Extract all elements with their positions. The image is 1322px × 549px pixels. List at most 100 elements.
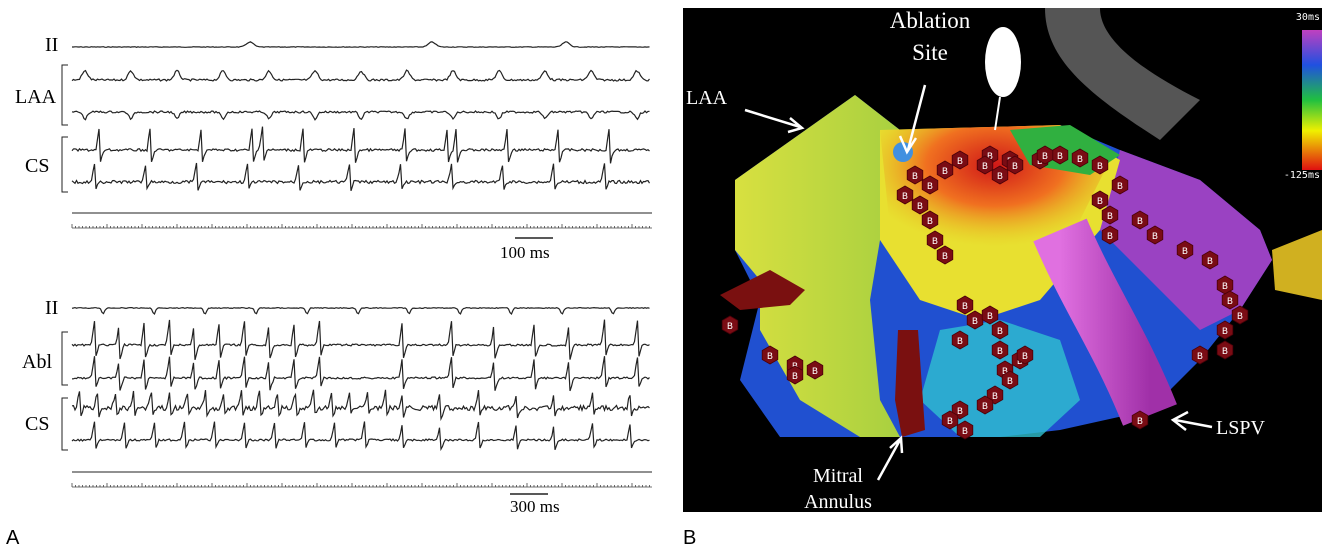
vessel-gray [1045, 8, 1200, 140]
colorbar-label: -125ms [1284, 170, 1320, 181]
map-marker: B [1221, 290, 1239, 310]
marker-shape [1091, 155, 1109, 175]
panel-label: B [683, 527, 696, 549]
colorbar [1302, 30, 1322, 170]
lead-label: CS [25, 413, 49, 435]
annotation: Site [912, 40, 948, 65]
arrow [898, 84, 927, 155]
marker-shape [1111, 175, 1129, 195]
map-marker: B [936, 245, 954, 265]
map-marker: B [956, 420, 974, 440]
marker-shape [991, 165, 1009, 185]
marker-label: B [957, 337, 963, 347]
annotation: LSPV [1216, 417, 1265, 439]
lead-label: II [45, 34, 58, 56]
marker-shape [976, 155, 994, 175]
marker-label: B [982, 162, 988, 172]
marker-label: B [1152, 232, 1158, 242]
marker-shape [1191, 345, 1209, 365]
marker-label: B [982, 402, 988, 412]
map-marker: B [1191, 345, 1209, 365]
map-marker: B [951, 330, 969, 350]
map-marker: B [976, 155, 994, 175]
marker-label: B [812, 367, 818, 377]
map-marker: B [721, 315, 739, 335]
marker-shape [906, 165, 924, 185]
marker-shape [1216, 320, 1234, 340]
marker-shape [936, 160, 954, 180]
map-marker: B [921, 175, 939, 195]
marker-shape [926, 230, 944, 250]
scale-label: 100 ms [500, 243, 550, 262]
marker-label: B [1197, 352, 1203, 362]
marker-label: B [1107, 232, 1113, 242]
map-marker: B [906, 165, 924, 185]
marker-label: B [1017, 357, 1023, 367]
lead-label: CS [25, 155, 49, 177]
marker-shape [1091, 190, 1109, 210]
marker-label: B [932, 237, 938, 247]
marker-shape [956, 420, 974, 440]
marker-label: B [1107, 212, 1113, 222]
marker-shape [761, 345, 779, 365]
marker-label: B [1007, 377, 1013, 387]
ecg-trace [71, 306, 650, 316]
marker-shape [1001, 370, 1019, 390]
bracket [61, 331, 68, 451]
marker-label: B [767, 352, 773, 362]
marker-label: B [1022, 352, 1028, 362]
map-marker: B [1091, 155, 1109, 175]
map-marker: B [981, 305, 999, 325]
marker-shape [941, 410, 959, 430]
map-marker: B [1176, 240, 1194, 260]
marker-label: B [962, 302, 968, 312]
map-marker: B [1216, 340, 1234, 360]
marker-label: B [912, 172, 918, 182]
marker-label: B [947, 417, 953, 427]
annotation: Ablation [890, 8, 971, 33]
ecg-trace [71, 389, 650, 422]
vessel-stub [720, 270, 805, 310]
marker-label: B [1137, 217, 1143, 227]
map-marker: B [966, 310, 984, 330]
map-marker: B [991, 320, 1009, 340]
map-marker: B [1101, 225, 1119, 245]
marker-label: B [1237, 312, 1243, 322]
catheter-tip [985, 27, 1021, 97]
marker-shape [951, 150, 969, 170]
marker-label: B [1222, 347, 1228, 357]
marker-shape [921, 175, 939, 195]
marker-label: B [1207, 257, 1213, 267]
map-marker: B [1146, 225, 1164, 245]
marker-shape [1016, 345, 1034, 365]
map-marker: B [1131, 210, 1149, 230]
marker-shape [1221, 290, 1239, 310]
marker-shape [911, 195, 929, 215]
arrows [744, 84, 1213, 481]
marker-shape [1216, 340, 1234, 360]
marker-shape [1146, 225, 1164, 245]
map-marker: B [956, 295, 974, 315]
marker-shape [1006, 155, 1024, 175]
marker-shape [1131, 210, 1149, 230]
map-marker: B [1016, 345, 1034, 365]
catheter-shaft [994, 96, 1001, 131]
arrow [1170, 410, 1213, 431]
map-marker: B [1111, 175, 1129, 195]
lspv-tube [1033, 218, 1177, 426]
marker-label: B [927, 182, 933, 192]
panel-a: II LAA CS 100 ms II Abl CS 300 ms A [6, 34, 652, 549]
map-marker: B [991, 340, 1009, 360]
marker-shape [981, 305, 999, 325]
map-marker: B [926, 230, 944, 250]
marker-label: B [1057, 152, 1063, 162]
map-marker: B [896, 185, 914, 205]
marker-shape [1131, 410, 1149, 430]
marker-label: B [1012, 162, 1018, 172]
marker-shape [956, 295, 974, 315]
marker-label: B [942, 167, 948, 177]
marker-label: B [962, 427, 968, 437]
ecg-trace [71, 69, 650, 82]
map-marker: B [1201, 250, 1219, 270]
